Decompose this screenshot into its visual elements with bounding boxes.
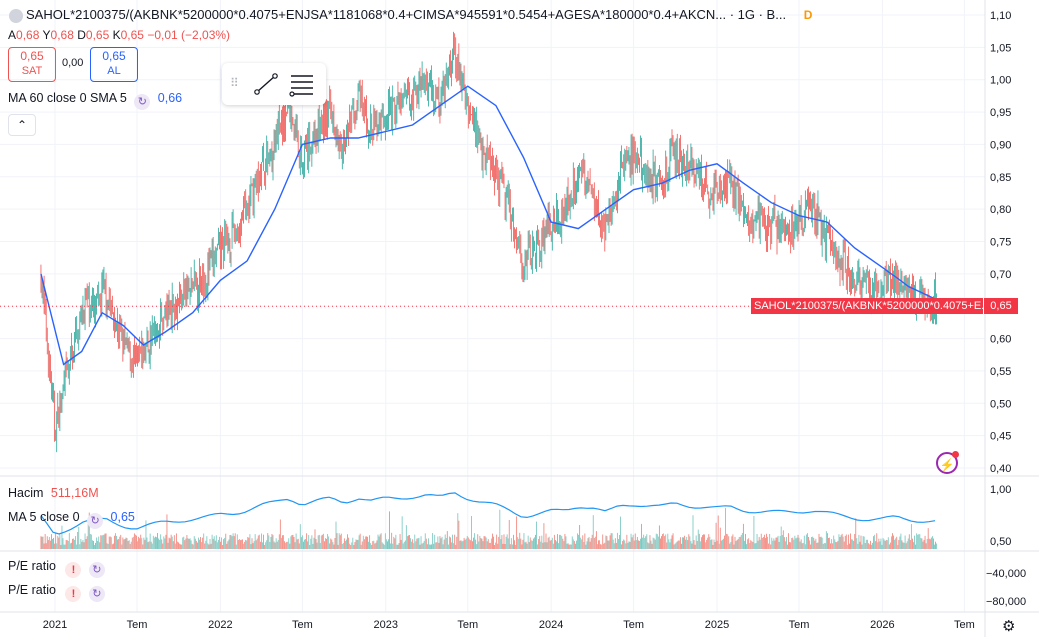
price-tick-label: 0,45 — [990, 431, 1011, 443]
volume-ma-value: 0,65 — [110, 510, 135, 524]
ma-indicator-label[interactable]: MA 60 close 0 SMA 5 — [8, 91, 127, 105]
volume-value: 511,16M — [50, 486, 99, 500]
volume-label[interactable]: Hacim — [8, 486, 44, 500]
refresh-icon[interactable]: ↻ — [134, 94, 151, 110]
price-tick-label: 0,55 — [990, 366, 1011, 378]
last-price-symbol-tag: SAHOL*2100375/(AKBNK*5200000*0.4075+E... — [751, 298, 983, 314]
ma-indicator-value: 0,66 — [157, 91, 183, 105]
price-tick-label: 1,00 — [990, 75, 1011, 87]
ma-indicator-legend[interactable]: MA 60 close 0 SMA 5 ↻ 0,66 — [8, 91, 182, 110]
high-value: 0,68 — [50, 28, 74, 42]
time-tick-label: Tem — [457, 619, 478, 631]
time-tick-label: 2024 — [539, 619, 563, 631]
volume-ma-tick-label: 0,50 — [990, 536, 1011, 548]
symbol-title-row[interactable]: SAHOL*2100375/(AKBNK*5200000*0.4075+ENJS… — [8, 7, 812, 22]
time-tick-label: 2022 — [208, 619, 232, 631]
chevron-up-icon: ⌃ — [16, 118, 28, 132]
time-tick-label: 2021 — [43, 619, 67, 631]
flash-icon[interactable]: ⚡ — [936, 451, 959, 474]
volume-legend[interactable]: Hacim 511,16M — [8, 486, 99, 500]
notification-dot — [952, 451, 959, 458]
symbol-logo-icon — [9, 9, 23, 23]
volume-ma-line — [40, 492, 936, 535]
gear-icon[interactable]: ⚙ — [1002, 618, 1016, 635]
volume-ma-legend[interactable]: MA 5 close 0 ↻ 0,65 — [8, 510, 135, 529]
pe-tick-label: −80,000 — [986, 596, 1026, 608]
ma60-line — [40, 85, 938, 366]
time-tick-label: 2026 — [870, 619, 894, 631]
time-tick-label: Tem — [789, 619, 810, 631]
drawing-toolbar[interactable]: ⠿ — [222, 63, 326, 105]
time-tick-label: 2023 — [374, 619, 398, 631]
open-value: 0,68 — [16, 28, 40, 42]
collapse-legend-button[interactable]: ⌃ — [8, 114, 36, 136]
price-tick-label: 0,80 — [990, 204, 1011, 216]
last-price-value-tag: 0,65 — [984, 298, 1018, 314]
data-badge[interactable]: D — [803, 8, 813, 22]
low-value: 0,65 — [85, 28, 110, 42]
price-tick-label: 0,70 — [990, 269, 1011, 281]
buy-button[interactable]: 0,65 AL — [90, 47, 138, 82]
time-tick-label: Tem — [127, 619, 148, 631]
axes: 1,10 1,05 1,00 0,95 0,90 0,85 0,80 0,75 0,70 0,65… — [43, 10, 1026, 631]
drag-handle-icon[interactable]: ⠿ — [230, 76, 240, 90]
price-candles — [40, 31, 938, 453]
time-tick-label: Tem — [292, 619, 313, 631]
refresh-icon[interactable]: ↻ — [88, 562, 105, 578]
price-tick-label: 0,60 — [990, 334, 1011, 346]
spread-value: 0,00 — [62, 57, 84, 69]
time-tick-label: 2025 — [705, 619, 729, 631]
time-tick-label: Tem — [623, 619, 644, 631]
buy-price: 0,65 — [102, 49, 126, 63]
volume-ma-tick-label: 1,00 — [990, 484, 1011, 496]
exclamation-icon[interactable]: ! — [65, 562, 82, 578]
price-tick-label: 0,75 — [990, 237, 1011, 249]
trendline-icon[interactable] — [252, 71, 280, 97]
price-tick-label: 0,95 — [990, 107, 1011, 119]
pe-ratio-legend-1[interactable]: P/E ratio ! ↻ — [8, 559, 105, 578]
buy-label: AL — [107, 65, 121, 77]
refresh-icon[interactable]: ↻ — [88, 586, 105, 602]
sell-button[interactable]: 0,65 SAT — [8, 47, 56, 82]
refresh-icon[interactable]: ↻ — [87, 513, 104, 529]
time-tick-label: Tem — [954, 619, 975, 631]
symbol-name[interactable]: SAHOL*2100375/(AKBNK*5200000*0.4075+ENJS… — [26, 7, 787, 22]
pe-ratio-legend-2[interactable]: P/E ratio ! ↻ — [8, 583, 105, 602]
close-value: 0,65 — [120, 28, 144, 42]
sell-price: 0,65 — [20, 49, 44, 63]
price-tick-label: 0,90 — [990, 139, 1011, 151]
change-value: −0,01 (−2,03%) — [147, 28, 231, 42]
pe-ratio-label[interactable]: P/E ratio — [8, 559, 56, 573]
price-tick-label: 0,50 — [990, 398, 1011, 410]
pe-ratio-label[interactable]: P/E ratio — [8, 583, 56, 597]
high-label: Y — [42, 28, 51, 42]
price-tick-label: 1,10 — [990, 10, 1011, 22]
ohlc-row: A0,68 Y0,68 D0,65 K0,65 −0,01 (−2,03%) — [8, 28, 230, 42]
lines-settings-icon[interactable] — [288, 71, 316, 97]
pe-tick-label: −40,000 — [986, 568, 1026, 580]
price-tick-label: 1,05 — [990, 42, 1011, 54]
open-label: A — [8, 28, 17, 42]
close-label: K — [112, 28, 121, 42]
exclamation-icon[interactable]: ! — [65, 586, 82, 602]
low-label: D — [77, 28, 86, 42]
price-tick-label: 0,40 — [990, 463, 1011, 475]
volume-ma-label[interactable]: MA 5 close 0 — [8, 510, 80, 524]
price-tick-label: 0,85 — [990, 172, 1011, 184]
volume-bars — [40, 507, 938, 549]
sell-label: SAT — [21, 65, 43, 77]
